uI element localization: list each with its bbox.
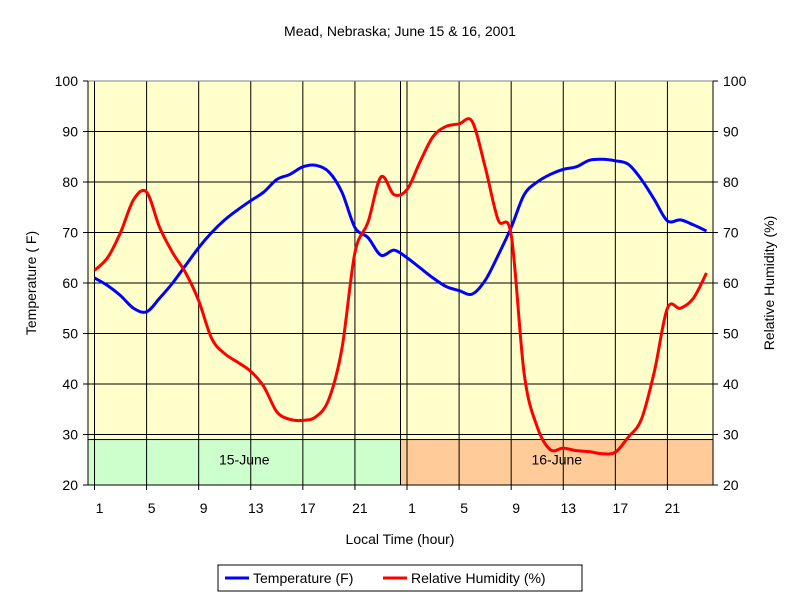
y-tick-label-right-0: 20 [723, 477, 739, 493]
day-band-0 [87, 439, 401, 486]
x-tick-label-0: 1 [96, 500, 104, 516]
y-tick-label-left-7: 90 [62, 124, 78, 140]
y-tick-label-left-1: 30 [62, 427, 78, 443]
y-tick-label-left-8: 100 [55, 73, 79, 89]
y-tick-label-left-5: 70 [62, 225, 78, 241]
x-tick-label-4: 17 [300, 500, 316, 516]
series-lines [93, 117, 708, 456]
x-tick-label-7: 5 [460, 500, 468, 516]
y-tick-label-left-6: 80 [62, 174, 78, 190]
x-tick-label-11: 21 [665, 500, 681, 516]
y-tick-label-right-2: 40 [723, 376, 739, 392]
x-tick-label-9: 13 [560, 500, 576, 516]
y-tick-label-left-4: 60 [62, 275, 78, 291]
y-axis-label-left: Temperature ( F) [23, 231, 39, 335]
legend-label-temperature: Temperature (F) [253, 570, 353, 586]
y-tick-label-right-8: 100 [723, 73, 747, 89]
x-tick-label-5: 21 [352, 500, 368, 516]
y-tick-label-right-6: 80 [723, 174, 739, 190]
y-tick-label-right-1: 30 [723, 427, 739, 443]
series-line-1 [93, 117, 708, 456]
day-band-label-1: 16-June [531, 452, 582, 468]
y-tick-label-left-3: 50 [62, 326, 78, 342]
chart-title: Mead, Nebraska; June 15 & 16, 2001 [284, 23, 516, 39]
x-tick-label-10: 17 [613, 500, 629, 516]
y-tick-label-right-4: 60 [723, 275, 739, 291]
legend: Temperature (F) Relative Humidity (%) [217, 564, 583, 592]
x-tick-label-3: 13 [248, 500, 264, 516]
x-tick-label-1: 5 [148, 500, 156, 516]
day-band-label-0: 15-June [219, 452, 270, 468]
x-axis-label: Local Time (hour) [346, 531, 455, 547]
x-tick-label-2: 9 [200, 500, 208, 516]
y-tick-label-right-7: 90 [723, 124, 739, 140]
x-tick-label-8: 9 [512, 500, 520, 516]
series-line-0 [93, 157, 708, 314]
y-tick-label-right-3: 50 [723, 326, 739, 342]
y-tick-label-left-2: 40 [62, 376, 78, 392]
y-axis-label-right: Relative Humidity (%) [761, 216, 777, 351]
y-tick-label-right-5: 70 [723, 225, 739, 241]
grid-lines [88, 81, 713, 485]
legend-label-humidity: Relative Humidity (%) [411, 570, 546, 586]
y-tick-label-left-0: 20 [62, 477, 78, 493]
x-tick-label-6: 1 [408, 500, 416, 516]
